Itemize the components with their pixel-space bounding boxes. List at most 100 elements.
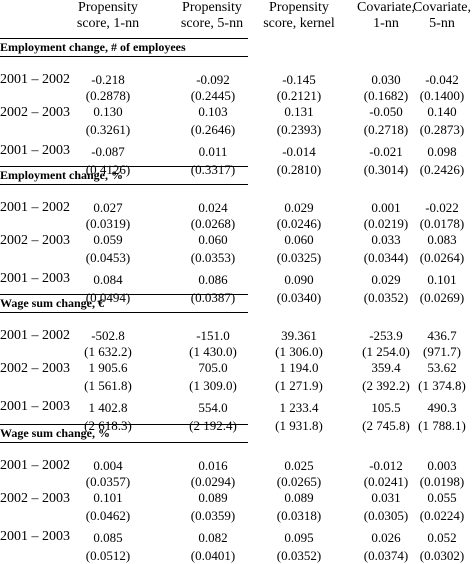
standard-error-cell: (0.0340) — [276, 290, 322, 305]
standard-error-cell: (0.0318) — [276, 508, 322, 523]
standard-error-cell: (0.0319) — [85, 216, 131, 231]
estimate-cell: 554.0 — [198, 400, 228, 415]
estimate-cell: 1 194.0 — [279, 360, 319, 375]
row-year-label: 2001 – 2002 — [0, 72, 70, 87]
standard-error-cell: (0.2445) — [190, 88, 236, 103]
standard-error-cell: (971.7) — [423, 344, 461, 359]
section-title: Employment change, # of employees — [0, 40, 186, 54]
estimate-cell: -502.8 — [91, 328, 125, 343]
column-header-line: Covariate, — [357, 0, 415, 15]
estimate-cell: 0.052 — [427, 530, 457, 545]
estimate-cell: -0.042 — [425, 72, 459, 87]
column-header-line: Propensity — [269, 0, 329, 15]
estimate-cell: 0.011 — [198, 144, 228, 159]
estimate-cell: -0.145 — [282, 72, 316, 87]
estimate-cell: 0.086 — [198, 272, 228, 287]
estimate-cell: 0.090 — [284, 272, 314, 287]
column-header-line: Propensity — [78, 0, 138, 15]
row-year-label: 2002 – 2003 — [0, 491, 70, 506]
standard-error-cell: (0.0359) — [190, 508, 236, 523]
estimate-cell: 0.003 — [427, 458, 457, 473]
estimate-cell: -0.218 — [91, 72, 125, 87]
estimate-cell: -151.0 — [196, 328, 230, 343]
row-year-label: 2001 – 2002 — [0, 200, 70, 215]
standard-error-cell: (0.2878) — [85, 88, 131, 103]
estimate-cell: 490.3 — [427, 400, 457, 415]
standard-error-cell: (0.0401) — [190, 548, 236, 563]
standard-error-cell: (1 788.1) — [418, 418, 466, 433]
estimate-cell: 0.016 — [198, 458, 228, 473]
estimate-cell: -0.050 — [369, 104, 403, 119]
estimate-cell: 0.026 — [371, 530, 401, 545]
column-header-propensity-kernel: Propensity score, kernel — [254, 0, 344, 32]
standard-error-cell: (0.4126) — [85, 162, 131, 177]
column-header-covariate-5nn: Covariate, 5-nn — [402, 0, 474, 32]
standard-error-cell: (0.0352) — [276, 548, 322, 563]
estimate-cell: 0.060 — [284, 232, 314, 247]
standard-error-cell: (0.0224) — [419, 508, 465, 523]
column-header-line: Covariate, — [413, 0, 471, 15]
standard-error-cell: (0.0357) — [85, 474, 131, 489]
standard-error-cell: (0.0265) — [276, 474, 322, 489]
table-rule — [0, 424, 248, 425]
column-header-line: score, 5-nn — [180, 16, 244, 31]
estimate-cell: 0.089 — [198, 490, 228, 505]
standard-error-cell: (0.2810) — [276, 162, 322, 177]
standard-error-cell: (2 745.8) — [362, 418, 410, 433]
standard-error-cell: (0.0302) — [419, 548, 465, 563]
column-header-propensity-5nn: Propensity score, 5-nn — [172, 0, 252, 32]
standard-error-cell: (0.0305) — [363, 508, 409, 523]
estimate-cell: 0.103 — [198, 104, 228, 119]
row-year-label: 2002 – 2003 — [0, 361, 70, 376]
estimate-cell: 1 402.8 — [88, 400, 128, 415]
row-year-label: 2002 – 2003 — [0, 233, 70, 248]
estimate-cell: -0.022 — [425, 200, 459, 215]
estimate-cell: 0.101 — [427, 272, 457, 287]
standard-error-cell: (0.2646) — [190, 122, 236, 137]
estimate-cell: 0.101 — [93, 490, 123, 505]
estimate-cell: 0.085 — [93, 530, 123, 545]
estimate-cell: 0.083 — [427, 232, 457, 247]
row-year-label: 2001 – 2003 — [0, 143, 70, 158]
standard-error-cell: (1 430.0) — [189, 344, 237, 359]
estimate-cell: -0.021 — [369, 144, 403, 159]
estimate-cell: 0.089 — [284, 490, 314, 505]
table-rule — [0, 294, 248, 295]
standard-error-cell: (0.2718) — [363, 122, 409, 137]
estimate-cell: -0.012 — [369, 458, 403, 473]
estimate-cell: 0.031 — [371, 490, 401, 505]
standard-error-cell: (1 306.0) — [275, 344, 323, 359]
section-title: Employment change, % — [0, 168, 123, 182]
standard-error-cell: (0.0269) — [419, 290, 465, 305]
estimate-cell: 0.030 — [371, 72, 401, 87]
estimate-cell: 0.055 — [427, 490, 457, 505]
standard-error-cell: (2 192.4) — [189, 418, 237, 433]
estimate-cell: 0.060 — [198, 232, 228, 247]
standard-error-cell: (0.3261) — [85, 122, 131, 137]
column-header-covariate-1nn: Covariate, 1-nn — [346, 0, 426, 32]
estimate-cell: 0.130 — [93, 104, 123, 119]
table-rule — [0, 312, 248, 313]
estimate-cell: 705.0 — [198, 360, 228, 375]
standard-error-cell: (0.0453) — [85, 250, 131, 265]
estimate-cell: 0.098 — [427, 144, 457, 159]
standard-error-cell: (0.1682) — [363, 88, 409, 103]
estimate-cell: 39.361 — [281, 328, 317, 343]
row-year-label: 2002 – 2003 — [0, 105, 70, 120]
standard-error-cell: (0.3317) — [190, 162, 236, 177]
section-title: Wage sum change, € — [0, 296, 105, 310]
estimate-cell: 0.024 — [198, 200, 228, 215]
standard-error-cell: (0.0494) — [85, 290, 131, 305]
standard-error-cell: (0.0462) — [85, 508, 131, 523]
standard-error-cell: (0.0387) — [190, 290, 236, 305]
estimate-cell: 436.7 — [427, 328, 457, 343]
column-header-line: 5-nn — [429, 16, 455, 31]
column-header-line: score, 1-nn — [76, 16, 140, 31]
standard-error-cell: (0.0353) — [190, 250, 236, 265]
table-rule — [0, 184, 248, 185]
column-header-propensity-1nn: Propensity score, 1-nn — [68, 0, 148, 32]
estimate-cell: 359.4 — [371, 360, 401, 375]
row-year-label: 2001 – 2002 — [0, 458, 70, 473]
standard-error-cell: (1 254.0) — [362, 344, 410, 359]
column-header-line: 1-nn — [373, 16, 399, 31]
